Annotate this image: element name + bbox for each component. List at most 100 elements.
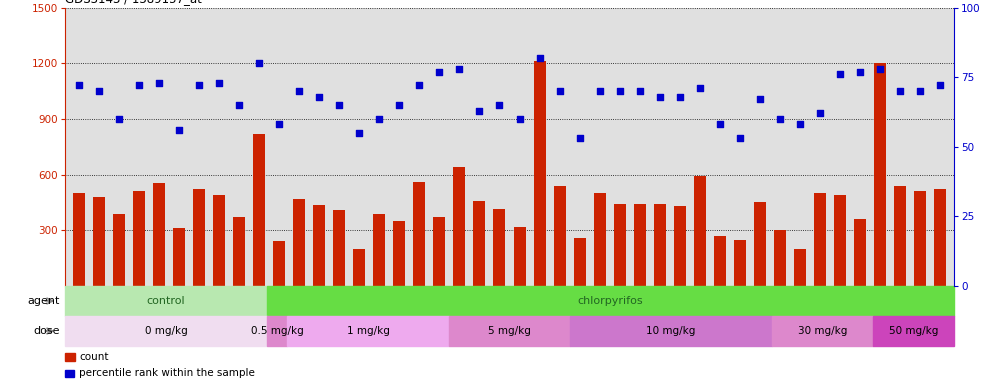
Bar [65,286,267,316]
Point [251,60,267,66]
Point [692,85,708,91]
Point [451,66,467,72]
Point [812,110,828,116]
Text: 0.5 mg/kg: 0.5 mg/kg [251,326,304,336]
Bar [233,217,245,286]
Bar [449,316,570,346]
Bar [473,200,485,286]
Point [712,121,728,127]
Point [512,116,528,122]
Point [151,79,167,86]
Bar [133,191,145,286]
Bar [653,204,665,286]
Bar [570,316,772,346]
Point [932,83,948,89]
Bar [287,316,449,346]
Point [131,83,147,89]
Bar [93,197,105,286]
Point [231,102,247,108]
Bar [594,193,606,286]
Text: 30 mg/kg: 30 mg/kg [798,326,848,336]
Bar [514,227,526,286]
Text: percentile rank within the sample: percentile rank within the sample [79,368,255,378]
Point [71,83,87,89]
Bar [114,214,125,286]
Bar [354,249,366,286]
Bar [393,221,405,286]
Bar [273,242,285,286]
Point [912,88,928,94]
Bar [673,206,685,286]
Point [671,94,687,100]
Point [372,116,387,122]
Bar [914,191,926,286]
Bar [754,202,766,286]
Bar [267,286,954,316]
Text: 0 mg/kg: 0 mg/kg [144,326,187,336]
Point [631,88,647,94]
Bar [873,63,885,286]
Bar [834,195,846,286]
Point [271,121,287,127]
Point [191,83,207,89]
Point [171,127,187,133]
Bar [614,204,625,286]
Point [352,130,368,136]
Text: chlorpyrifos: chlorpyrifos [578,296,643,306]
Bar [794,249,806,286]
Point [872,66,887,72]
Bar [534,61,546,286]
Bar [814,193,826,286]
Bar [253,134,265,286]
Text: 1 mg/kg: 1 mg/kg [347,326,389,336]
Point [792,121,808,127]
Point [612,88,627,94]
Text: control: control [146,296,185,306]
Bar [714,236,726,286]
Bar [772,316,873,346]
Bar [173,228,185,286]
Point [291,88,307,94]
Bar [374,214,385,286]
Bar [73,193,85,286]
Point [211,79,227,86]
Bar [433,217,445,286]
Bar [334,210,346,286]
Bar [267,316,287,346]
Bar [633,204,645,286]
Bar [413,182,425,286]
Bar [453,167,465,286]
Point [772,116,788,122]
Point [312,94,328,100]
Text: 50 mg/kg: 50 mg/kg [888,326,938,336]
Text: 10 mg/kg: 10 mg/kg [646,326,696,336]
Point [651,94,667,100]
Point [391,102,407,108]
Point [892,88,908,94]
Text: GDS3143 / 1389157_at: GDS3143 / 1389157_at [65,0,202,5]
Bar [293,199,305,286]
Text: count: count [79,352,109,362]
Bar [65,316,267,346]
Bar [213,195,225,286]
Bar [554,186,566,286]
Bar [314,205,326,286]
Point [852,68,868,74]
Point [752,96,768,103]
Point [431,68,447,74]
Point [112,116,127,122]
Bar [934,189,946,286]
Text: dose: dose [34,326,60,336]
Point [332,102,348,108]
Text: agent: agent [28,296,60,306]
Bar [493,209,506,286]
Bar [734,240,746,286]
Bar [774,230,786,286]
Point [411,83,427,89]
Point [572,135,588,141]
Point [491,102,507,108]
Bar [894,186,906,286]
Bar [693,177,706,286]
Bar [153,183,165,286]
Bar [854,219,866,286]
